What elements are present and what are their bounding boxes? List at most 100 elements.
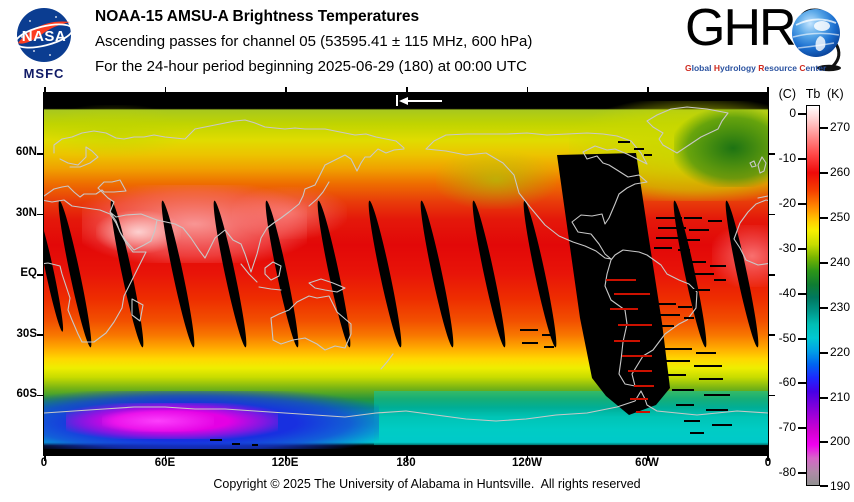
scanline-artifact-red — [618, 324, 652, 326]
scanline-artifact — [522, 342, 538, 344]
colorbar-unit-celsius: (C) — [778, 87, 796, 101]
brightness-temperature-map — [44, 93, 768, 455]
tick-mark — [768, 213, 775, 216]
tick-mark — [285, 87, 287, 93]
scanline-artifact — [714, 279, 726, 281]
scanline-artifact — [676, 404, 694, 406]
ghrc-globe-icon — [792, 9, 841, 72]
scanline-artifact — [654, 247, 672, 249]
scanline-artifact — [696, 352, 716, 354]
scanline-artifact — [678, 249, 690, 251]
nasa-logo-wordmark: NASA — [22, 28, 67, 45]
lon-label-120w: 120W — [511, 457, 543, 469]
scanline-artifact — [668, 374, 686, 376]
tick-mark — [37, 213, 44, 216]
scanline-artifact — [656, 237, 680, 239]
tick-mark — [798, 113, 806, 115]
scanline-artifact — [542, 334, 554, 336]
tick-mark — [767, 87, 769, 93]
colorbar-unit-kelvin: (K) — [827, 87, 844, 101]
globe-landmass-north — [814, 21, 830, 31]
scanline-artifact-red — [614, 340, 640, 342]
tick-mark — [526, 455, 529, 461]
scanline-artifact — [252, 444, 258, 446]
scanline-artifact — [708, 220, 722, 222]
colorbar-k-240: 240 — [830, 255, 851, 269]
tick-mark — [406, 455, 408, 461]
lat-label-eq: EQ — [20, 267, 37, 279]
colorbar-k-210: 210 — [830, 390, 851, 404]
scanline-artifact — [684, 317, 694, 319]
colorbar-c-70: -70 — [778, 420, 796, 434]
tick-mark — [768, 153, 775, 155]
scanline-artifact-red — [614, 293, 650, 295]
tick-mark — [820, 172, 828, 174]
title-block: NOAA-15 AMSU-A Brightness Temperatures A… — [95, 8, 655, 83]
tick-mark — [820, 485, 828, 487]
tick-mark — [820, 307, 828, 309]
scanline-artifact-red — [636, 411, 650, 413]
scanline-artifact — [658, 227, 686, 229]
scanline-artifact — [688, 273, 714, 275]
globe-stand-arm — [831, 43, 841, 68]
scanline-artifact-red — [630, 398, 648, 400]
lon-label-60e: 60E — [154, 457, 176, 469]
colorbar-c-0: 0 — [789, 106, 796, 120]
tick-mark — [647, 455, 649, 461]
colorbar-c-60: -60 — [778, 375, 796, 389]
scanline-artifact — [232, 443, 240, 445]
tick-mark — [164, 455, 167, 461]
lat-label-30s: 30S — [16, 328, 37, 340]
lat-label-30n: 30N — [15, 207, 37, 219]
colorbar-c-50: -50 — [778, 331, 796, 345]
tick-mark — [798, 382, 806, 384]
scanline-artifact — [654, 303, 676, 305]
colorbar-k-190: 190 — [830, 479, 851, 493]
scanline-artifact — [712, 424, 732, 426]
colorbar-k-230: 230 — [830, 300, 851, 314]
scanline-artifact — [699, 378, 723, 380]
period-line: For the 24-hour period beginning 2025-06… — [95, 58, 527, 75]
tick-mark — [526, 87, 529, 93]
lon-label-0e: 0 — [40, 457, 48, 469]
msfc-label: MSFC — [23, 66, 65, 81]
colorbar-k-200: 200 — [830, 434, 851, 448]
tick-mark — [768, 394, 775, 397]
nasa-logo: NASA — [14, 8, 74, 62]
lon-label-0w: 0 — [764, 457, 772, 469]
colorbar-c-40: -40 — [778, 286, 796, 300]
tick-mark — [285, 455, 287, 461]
scanline-artifact — [690, 432, 704, 434]
colorbar-k-260: 260 — [830, 165, 851, 179]
scanline-artifact — [692, 289, 710, 291]
scanline-artifact — [658, 325, 674, 327]
tick-mark — [798, 293, 806, 295]
scanline-artifact — [656, 217, 682, 219]
tick-mark — [647, 87, 649, 93]
lat-label-60s: 60S — [16, 388, 37, 400]
lon-label-180: 180 — [396, 457, 416, 469]
scanline-artifact — [710, 265, 726, 267]
colorbar-c-10: -10 — [778, 151, 796, 165]
colorbar-k-250: 250 — [830, 210, 851, 224]
tick-mark — [164, 87, 167, 93]
scanline-artifact — [689, 229, 709, 231]
tick-mark — [768, 334, 775, 336]
scanline-artifact — [684, 239, 700, 241]
tick-mark — [798, 158, 806, 160]
nasa-logo-swoosh — [18, 21, 70, 44]
page-title: NOAA-15 AMSU-A Brightness Temperatures — [95, 8, 420, 25]
channel-subtitle: Ascending passes for channel 05 (53595.4… — [95, 33, 533, 50]
scanline-artifact — [664, 348, 692, 350]
scanline-artifact — [520, 329, 538, 331]
scanline-artifact — [706, 409, 728, 411]
colorbar-c-30: -30 — [778, 241, 796, 255]
tick-mark — [820, 441, 828, 443]
nasa-logo-orbit — [14, 23, 74, 49]
tick-mark — [820, 127, 828, 129]
tick-mark — [37, 394, 44, 397]
scanline-artifact-red — [634, 385, 654, 387]
tick-mark — [798, 248, 806, 250]
tick-mark — [37, 274, 44, 276]
